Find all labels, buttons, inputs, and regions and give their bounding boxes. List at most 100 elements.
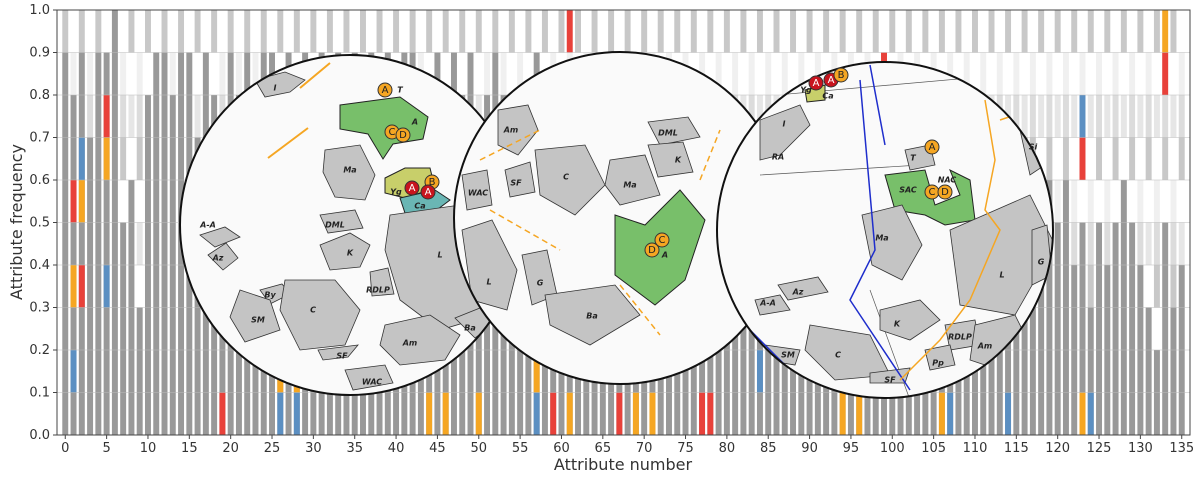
cell: [1129, 53, 1135, 96]
map-label: DML: [658, 129, 678, 138]
cell: [931, 10, 937, 53]
map-label: Ba: [464, 324, 476, 333]
y-tick-label: 0.7: [29, 131, 50, 146]
map-marker: A: [929, 142, 936, 153]
cell: [1080, 53, 1086, 96]
highlight-cell: [104, 265, 110, 308]
cell: [1071, 95, 1077, 138]
x-tick-label: 25: [264, 441, 281, 456]
cell: [360, 10, 366, 53]
map-label: Ma: [623, 181, 636, 190]
x-tick-label: 5: [102, 441, 110, 456]
cell: [1113, 53, 1119, 96]
cell: [1146, 265, 1152, 308]
map-marker: C: [929, 187, 936, 198]
cell: [294, 10, 300, 53]
cell: [509, 53, 515, 96]
cell: [1071, 223, 1077, 266]
x-tick-label: 15: [181, 441, 198, 456]
cell: [426, 10, 432, 53]
cell: [1038, 10, 1044, 53]
highlight-cell: [1162, 53, 1168, 96]
map-label: SM: [781, 351, 795, 360]
cell: [666, 10, 672, 53]
map-label: Ca: [414, 202, 425, 211]
cell: [641, 10, 647, 53]
highlight-cell: [947, 393, 953, 436]
cell: [980, 53, 986, 96]
highlight-cell: [856, 393, 862, 436]
x-tick-label: 10: [140, 441, 157, 456]
cell: [1005, 10, 1011, 53]
cell: [1146, 180, 1152, 223]
cell: [1088, 138, 1094, 181]
cell: [137, 265, 143, 308]
x-tick-label: 100: [880, 441, 905, 456]
cell: [459, 10, 465, 53]
cell: [1137, 95, 1143, 138]
x-tick-label: 20: [222, 441, 239, 456]
cell: [649, 10, 655, 53]
cell: [1146, 53, 1152, 96]
highlight-cell: [79, 265, 85, 308]
cell: [1013, 10, 1019, 53]
cell: [1137, 53, 1143, 96]
cell: [716, 10, 722, 53]
highlight-cell: [79, 138, 85, 181]
highlight-cell: [1005, 393, 1011, 436]
cell: [261, 10, 267, 53]
cell: [484, 10, 490, 53]
cell: [1088, 95, 1094, 138]
cell: [1121, 53, 1127, 96]
cell: [1170, 223, 1176, 266]
cell: [616, 10, 622, 53]
map-label: SM: [251, 316, 265, 325]
x-tick-label: 135: [1169, 441, 1194, 456]
bar: [153, 53, 159, 436]
cell: [1104, 95, 1110, 138]
x-tick-label: 90: [801, 441, 818, 456]
map-label: Yg: [800, 86, 812, 95]
cell: [484, 53, 490, 96]
cell: [633, 10, 639, 53]
cell: [253, 10, 259, 53]
cell: [1179, 223, 1185, 266]
cell: [1096, 53, 1102, 96]
cell: [575, 10, 581, 53]
cell: [592, 10, 598, 53]
bar: [1113, 223, 1119, 436]
cell: [1121, 138, 1127, 181]
cell: [451, 10, 457, 53]
map-label: SF: [336, 352, 348, 361]
cell: [898, 10, 904, 53]
highlight-cell: [476, 393, 482, 436]
y-tick-label: 0.0: [29, 428, 50, 443]
cell: [145, 10, 151, 53]
cell: [87, 10, 93, 53]
cell: [71, 10, 77, 53]
map-label: Az: [212, 254, 224, 263]
cell: [368, 10, 374, 53]
cell: [393, 10, 399, 53]
bar: [137, 308, 143, 436]
cell: [989, 53, 995, 96]
cell: [906, 10, 912, 53]
highlight-cell: [534, 393, 540, 436]
map-label: Ma: [343, 166, 356, 175]
cell: [137, 95, 143, 138]
cell: [211, 10, 217, 53]
cell: [1162, 95, 1168, 138]
cell: [128, 53, 134, 96]
cell: [955, 10, 961, 53]
y-tick-label: 0.1: [29, 386, 50, 401]
map-marker: A: [382, 85, 389, 96]
cell: [989, 10, 995, 53]
cell: [1088, 10, 1094, 53]
map-label: A-A: [759, 299, 776, 308]
cell: [434, 10, 440, 53]
map-label: G: [537, 279, 544, 288]
cell: [137, 53, 143, 96]
x-tick-label: 45: [429, 441, 446, 456]
cell: [782, 53, 788, 96]
cell: [534, 10, 540, 53]
